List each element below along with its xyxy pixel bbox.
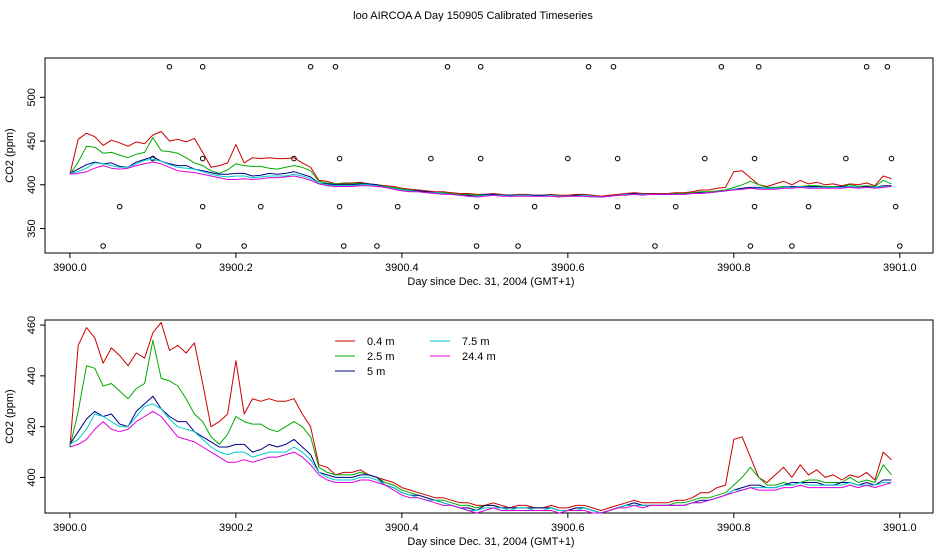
data-point-marker bbox=[614, 203, 621, 210]
y-tick-label: 350 bbox=[26, 219, 38, 237]
data-point-marker bbox=[863, 63, 870, 70]
bottom-panel: 3900.0 3900.2 3900.4 3900.6 3900.8 3901.0 400 4… bbox=[4, 316, 934, 548]
legend-label: 2.5 m bbox=[367, 351, 395, 363]
data-point-marker bbox=[195, 243, 202, 249]
data-point-marker bbox=[751, 203, 758, 210]
legend-label: 0.4 m bbox=[367, 336, 395, 348]
data-point-marker bbox=[116, 203, 123, 210]
data-point-marker bbox=[444, 63, 451, 70]
y-tick-label: 440 bbox=[26, 367, 38, 385]
data-point-marker bbox=[477, 155, 484, 162]
series-line-0-4-m bbox=[69, 322, 892, 511]
data-point-marker bbox=[531, 203, 538, 210]
data-point-marker bbox=[897, 243, 903, 249]
x-tick-label: 3900.6 bbox=[551, 262, 585, 274]
data-point-marker bbox=[585, 63, 592, 70]
data-point-marker bbox=[473, 243, 480, 249]
top-panel: 3900.0 3900.2 3900.4 3900.6 3900.8 3901.0 350 4… bbox=[4, 57, 934, 288]
data-point-marker bbox=[340, 243, 347, 249]
data-point-marker bbox=[199, 63, 206, 70]
y-tick-label: 460 bbox=[26, 316, 38, 334]
data-point-marker bbox=[672, 203, 679, 210]
x-tick-label: 3901.0 bbox=[883, 522, 917, 534]
y-axis-label: CO2 (ppm) bbox=[4, 389, 16, 443]
legend-item: 7.5 m bbox=[430, 336, 490, 348]
data-point-marker bbox=[888, 155, 895, 162]
data-point-marker bbox=[257, 203, 264, 210]
series-line-24-4-m bbox=[69, 410, 892, 514]
x-tick-label: 3900.0 bbox=[53, 262, 87, 274]
legend-label: 24.4 m bbox=[462, 351, 496, 363]
series-line-5-m bbox=[69, 395, 892, 514]
legend-label: 7.5 m bbox=[462, 336, 490, 348]
data-point-marker bbox=[805, 203, 812, 210]
data-point-marker bbox=[307, 63, 314, 70]
plot-frame bbox=[44, 57, 934, 254]
x-tick-label: 3900.0 bbox=[53, 522, 87, 534]
series-line-24-4-m bbox=[69, 161, 892, 198]
y-tick-label: 400 bbox=[26, 468, 38, 486]
data-point-marker bbox=[473, 203, 480, 210]
data-point-marker bbox=[789, 243, 795, 249]
series-line-7-5-m bbox=[69, 403, 892, 514]
data-point-marker bbox=[428, 155, 434, 162]
plot-frame bbox=[44, 319, 934, 514]
x-tick-label: 3900.4 bbox=[385, 522, 419, 534]
series-line-7-5-m bbox=[69, 158, 892, 198]
legend-label: 5 m bbox=[367, 366, 385, 378]
x-tick-label: 3900.4 bbox=[385, 262, 419, 274]
y-axis-label: CO2 (ppm) bbox=[4, 128, 16, 182]
x-tick-label: 3900.8 bbox=[717, 522, 751, 534]
legend-item: 0.4 m bbox=[335, 336, 395, 348]
data-point-marker bbox=[336, 155, 343, 162]
x-tick-label: 3900.8 bbox=[717, 262, 751, 274]
y-tick-label: 400 bbox=[26, 176, 38, 194]
data-point-marker bbox=[892, 203, 899, 210]
x-axis-label: Day since Dec. 31, 2004 (GMT+1) bbox=[407, 536, 574, 548]
data-point-marker bbox=[755, 63, 762, 70]
data-point-marker bbox=[515, 243, 521, 249]
data-point-marker bbox=[241, 243, 247, 249]
data-point-marker bbox=[199, 155, 206, 162]
data-point-marker bbox=[701, 155, 708, 162]
data-point-marker bbox=[751, 155, 758, 162]
legend-item: 2.5 m bbox=[335, 351, 395, 363]
data-point-marker bbox=[614, 155, 621, 162]
series-line-2-5-m bbox=[69, 339, 892, 514]
data-point-marker bbox=[747, 243, 754, 249]
series-line-0-4-m bbox=[69, 131, 892, 197]
x-tick-label: 3901.0 bbox=[883, 262, 917, 274]
data-point-marker bbox=[843, 155, 849, 162]
data-point-marker bbox=[718, 63, 725, 70]
chart-title: loo AIRCOA A Day 150905 Calibrated Times… bbox=[353, 10, 593, 22]
x-axis-label: Day since Dec. 31, 2004 (GMT+1) bbox=[407, 276, 574, 288]
data-point-marker bbox=[394, 203, 401, 210]
x-tick-label: 3900.2 bbox=[219, 522, 253, 534]
data-point-marker bbox=[374, 243, 380, 249]
x-tick-label: 3900.6 bbox=[551, 522, 585, 534]
data-point-marker bbox=[652, 243, 658, 249]
data-point-marker bbox=[565, 155, 571, 162]
series-line-5-m bbox=[69, 156, 892, 198]
data-point-marker bbox=[477, 63, 484, 70]
data-point-marker bbox=[884, 63, 891, 70]
data-point-marker bbox=[100, 243, 106, 249]
legend-item: 24.4 m bbox=[430, 351, 496, 363]
y-tick-label: 500 bbox=[26, 88, 38, 106]
data-point-marker bbox=[332, 63, 339, 70]
data-point-marker bbox=[336, 203, 343, 210]
x-tick-label: 3900.2 bbox=[219, 262, 253, 274]
data-point-marker bbox=[610, 63, 617, 70]
y-tick-label: 420 bbox=[26, 417, 38, 435]
data-point-marker bbox=[166, 63, 173, 70]
data-point-marker bbox=[199, 203, 206, 210]
y-tick-label: 450 bbox=[26, 132, 38, 150]
legend-item: 5 m bbox=[335, 366, 385, 378]
